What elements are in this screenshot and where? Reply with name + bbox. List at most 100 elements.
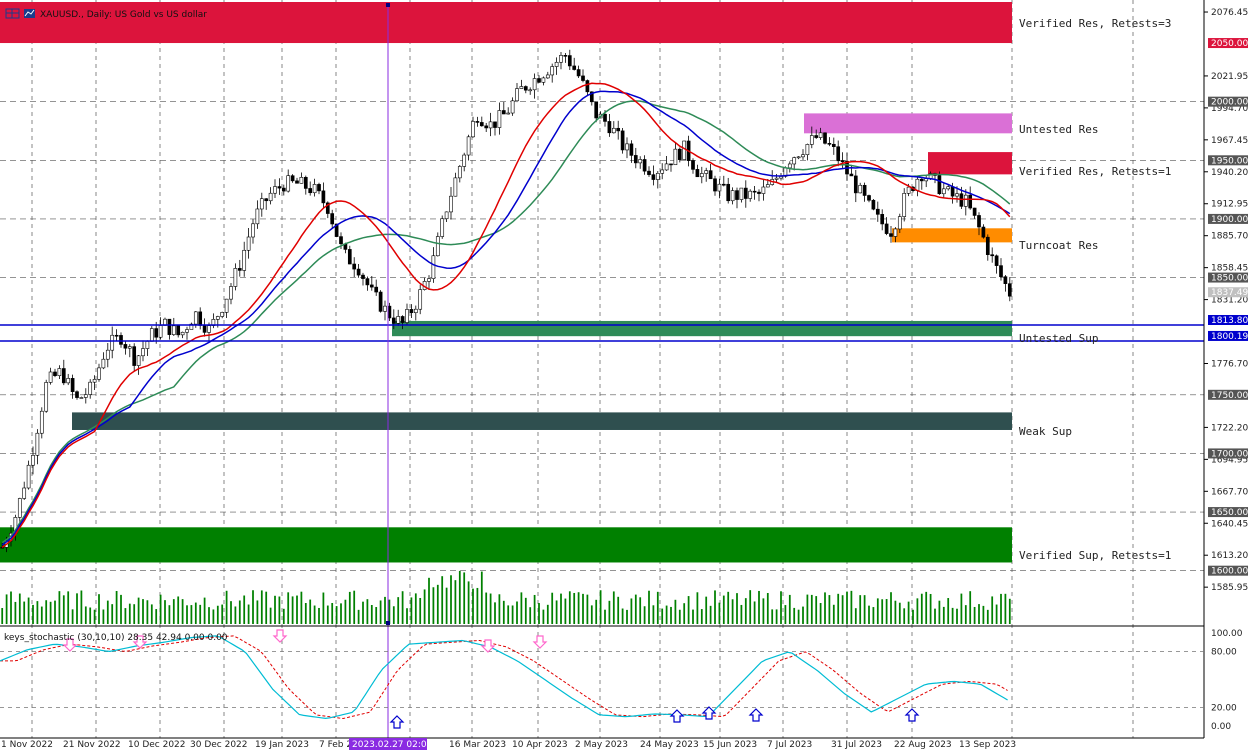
ma-mid-line[interactable] bbox=[1, 90, 1011, 546]
zone-rect[interactable] bbox=[72, 412, 1012, 430]
volume-bar bbox=[265, 591, 268, 624]
candle-body bbox=[488, 121, 493, 129]
volume-bar bbox=[991, 596, 994, 624]
volume-bar bbox=[621, 608, 624, 624]
volume-bar bbox=[973, 606, 976, 624]
buy-arrow-icon[interactable] bbox=[904, 708, 920, 722]
volume-bar bbox=[507, 605, 510, 624]
chart-header[interactable]: XAUUSD., Daily: US Gold vs US dollar bbox=[5, 8, 207, 20]
time-axis[interactable]: 1 Nov 2022 21 Nov 2022 10 Dec 2022 30 Dec 2… bbox=[1, 740, 1016, 750]
candle-body bbox=[277, 186, 282, 189]
zone-rect[interactable] bbox=[0, 2, 1012, 44]
candle-body bbox=[699, 173, 704, 178]
volume-bar bbox=[674, 599, 677, 624]
volume-bar bbox=[93, 609, 96, 624]
volume-bar bbox=[806, 594, 809, 624]
candle-body bbox=[176, 325, 181, 336]
price-tag-label: 1600.00 bbox=[1211, 567, 1248, 577]
candle-body bbox=[1003, 276, 1008, 284]
ma-slow-line[interactable] bbox=[1, 100, 1011, 544]
buy-arrow-icon[interactable] bbox=[389, 715, 405, 729]
candle-body bbox=[721, 183, 726, 186]
volume-bar bbox=[406, 608, 408, 624]
volume-bar bbox=[370, 605, 373, 624]
sell-arrow-icon[interactable] bbox=[132, 635, 148, 649]
volume-bar bbox=[423, 589, 426, 624]
candle-body bbox=[427, 278, 431, 282]
volume-bar bbox=[1000, 593, 1002, 624]
volume-bar bbox=[252, 590, 254, 624]
volume-bar bbox=[797, 609, 800, 624]
sell-arrow-icon[interactable] bbox=[480, 639, 496, 653]
candle-body bbox=[167, 318, 172, 335]
volume-bar bbox=[199, 604, 202, 624]
candle-body bbox=[396, 316, 401, 324]
zone-rect[interactable] bbox=[0, 527, 1012, 563]
price-tick-label: 1667.70 bbox=[1211, 487, 1248, 497]
ma-fast-line[interactable] bbox=[1, 82, 1011, 549]
candle-body bbox=[748, 190, 753, 199]
candle-body bbox=[158, 325, 163, 338]
time-label: 21 Nov 2022 bbox=[63, 740, 121, 750]
stoch-signal-line[interactable] bbox=[0, 635, 1008, 720]
volume-bar bbox=[582, 593, 584, 624]
volume-bar bbox=[476, 587, 479, 624]
time-label: 22 Aug 2023 bbox=[894, 740, 952, 750]
volume-bar bbox=[916, 598, 919, 624]
candle-body bbox=[563, 55, 568, 57]
volume-bar bbox=[832, 604, 835, 624]
candle-body bbox=[519, 86, 524, 89]
sell-arrow-icon[interactable] bbox=[532, 635, 548, 649]
zone-rect[interactable] bbox=[804, 113, 1012, 134]
volume-bar bbox=[599, 590, 602, 624]
stoch-main-line[interactable] bbox=[0, 635, 1008, 720]
volume-bar bbox=[168, 605, 171, 624]
volume-bar bbox=[793, 607, 796, 624]
volume-bar bbox=[304, 603, 307, 624]
candle-body bbox=[955, 193, 959, 197]
candle-body bbox=[774, 177, 779, 180]
sr-zones bbox=[0, 2, 1012, 563]
buy-arrow-icon[interactable] bbox=[701, 706, 717, 720]
time-label: 16 Mar 2023 bbox=[449, 740, 506, 750]
candle-body bbox=[594, 101, 599, 119]
candle-body bbox=[334, 223, 339, 237]
candle-body bbox=[849, 173, 854, 177]
price-tick-label: 2021.95 bbox=[1211, 72, 1248, 82]
volume-bar bbox=[10, 591, 12, 624]
candle-body bbox=[902, 193, 907, 217]
candle-body bbox=[317, 184, 321, 192]
volume-bar bbox=[960, 593, 963, 624]
candle-body bbox=[963, 194, 968, 207]
zone-rect[interactable] bbox=[892, 228, 1012, 243]
buy-arrow-icon[interactable] bbox=[748, 708, 764, 722]
oscillator-panel[interactable]: 100.00 80.00 20.00 0.00 bbox=[0, 629, 1243, 732]
candle-body bbox=[281, 187, 286, 192]
candle-body bbox=[141, 348, 145, 357]
volume-bar bbox=[714, 590, 716, 624]
price-axis[interactable]: 2076.45 2021.95 1994.70 1967.45 1940.20 1912.… bbox=[1204, 8, 1248, 593]
candle-body bbox=[154, 328, 159, 338]
volume-bar bbox=[978, 604, 980, 624]
candle-body bbox=[616, 127, 621, 132]
candle-body bbox=[413, 308, 418, 314]
volume-bar bbox=[181, 599, 184, 624]
volume-bar bbox=[186, 605, 188, 624]
candle-body bbox=[823, 132, 827, 144]
candle-body bbox=[1007, 283, 1012, 297]
volume-bar bbox=[898, 602, 901, 624]
zone-rect[interactable] bbox=[928, 152, 1012, 175]
volume-bar bbox=[353, 590, 356, 624]
volume-bar bbox=[982, 605, 985, 624]
volume-bar bbox=[546, 604, 549, 624]
candle-body bbox=[171, 325, 176, 335]
candle-body bbox=[523, 86, 528, 91]
sell-arrow-icon[interactable] bbox=[62, 638, 78, 652]
zone-rect[interactable] bbox=[392, 320, 1012, 337]
moving-averages bbox=[1, 82, 1011, 549]
buy-arrow-icon[interactable] bbox=[669, 709, 685, 723]
price-tag-box bbox=[1208, 448, 1248, 459]
candle-body bbox=[589, 91, 594, 103]
sell-arrow-icon[interactable] bbox=[272, 629, 288, 643]
